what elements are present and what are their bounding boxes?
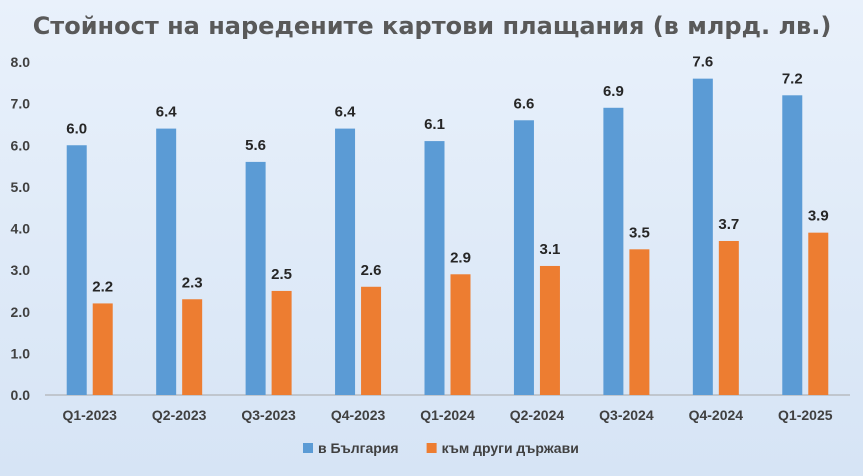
data-label: 2.9 bbox=[450, 249, 471, 266]
bar-bulgaria bbox=[782, 95, 803, 396]
bar-abroad bbox=[182, 299, 203, 395]
bar-abroad bbox=[450, 274, 471, 395]
y-tick-label: 5.0 bbox=[11, 179, 31, 195]
x-tick-label: Q4-2024 bbox=[689, 407, 744, 423]
x-tick-label: Q4-2023 bbox=[331, 407, 386, 423]
data-label: 6.9 bbox=[603, 83, 624, 100]
bar-bulgaria bbox=[245, 161, 266, 395]
bar-abroad bbox=[718, 240, 739, 395]
data-label: 2.3 bbox=[182, 274, 203, 291]
bar-bulgaria bbox=[603, 107, 624, 395]
chart-title: Стойност на наредените картови плащания … bbox=[33, 12, 832, 40]
data-label: 6.4 bbox=[335, 104, 357, 121]
x-tick-label: Q2-2023 bbox=[152, 407, 207, 423]
bar-bulgaria bbox=[66, 145, 87, 395]
bar-bulgaria bbox=[335, 128, 356, 395]
y-tick-label: 3.0 bbox=[11, 262, 31, 278]
data-label: 7.2 bbox=[782, 70, 803, 87]
data-label: 3.1 bbox=[540, 241, 561, 258]
legend-label: в България bbox=[318, 440, 399, 456]
data-label: 2.2 bbox=[92, 278, 113, 295]
data-label: 2.6 bbox=[361, 262, 382, 279]
x-tick-label: Q2-2024 bbox=[510, 407, 565, 423]
x-tick-label: Q1-2023 bbox=[62, 407, 117, 423]
data-label: 5.6 bbox=[245, 137, 266, 154]
bar-abroad bbox=[539, 265, 560, 395]
y-tick-label: 2.0 bbox=[11, 304, 31, 320]
y-axis-ticks: 0.0 1.0 2.0 3.0 4.0 5.0 6.0 7.0 8.0 bbox=[11, 54, 31, 403]
bar-bulgaria bbox=[513, 120, 534, 396]
x-tick-label: Q1-2025 bbox=[778, 407, 833, 423]
bars bbox=[66, 78, 829, 396]
y-tick-label: 1.0 bbox=[11, 345, 31, 361]
data-label: 2.5 bbox=[271, 266, 292, 283]
legend-label: към други държави bbox=[442, 440, 579, 456]
bar-bulgaria bbox=[424, 141, 445, 395]
data-label: 6.4 bbox=[156, 104, 178, 121]
data-label: 7.6 bbox=[692, 54, 713, 71]
legend-swatch bbox=[303, 443, 313, 453]
bar-abroad bbox=[271, 290, 292, 395]
y-tick-label: 0.0 bbox=[11, 387, 31, 403]
x-axis-ticks: Q1-2023 Q2-2023 Q3-2023 Q4-2023 Q1-2024 Q2-20… bbox=[62, 407, 832, 423]
data-label: 3.9 bbox=[808, 208, 829, 225]
data-label: 6.6 bbox=[514, 95, 535, 112]
data-label: 6.1 bbox=[424, 116, 445, 133]
legend-swatch bbox=[426, 443, 437, 453]
bar-abroad bbox=[92, 303, 113, 395]
bar-abroad bbox=[629, 249, 650, 395]
bar-bulgaria bbox=[156, 128, 177, 395]
legend: в България към други държави bbox=[303, 440, 579, 456]
bar-bulgaria bbox=[692, 78, 713, 396]
data-labels: 6.0 6.4 5.6 6.4 6.1 6.6 6.9 7.6 7.2 2.2 2.3 2.5 2.6 2… bbox=[66, 54, 828, 296]
y-tick-label: 6.0 bbox=[11, 137, 31, 153]
x-tick-label: Q1-2024 bbox=[420, 407, 475, 423]
y-tick-label: 7.0 bbox=[11, 96, 31, 112]
data-label: 3.5 bbox=[629, 224, 650, 241]
data-label: 6.0 bbox=[66, 120, 87, 137]
x-tick-label: Q3-2023 bbox=[241, 407, 296, 423]
y-tick-label: 4.0 bbox=[11, 221, 31, 237]
bar-abroad bbox=[361, 286, 382, 395]
x-tick-label: Q3-2024 bbox=[599, 407, 654, 423]
y-tick-label: 8.0 bbox=[11, 54, 31, 70]
bar-abroad bbox=[808, 232, 829, 395]
data-label: 3.7 bbox=[718, 216, 739, 233]
